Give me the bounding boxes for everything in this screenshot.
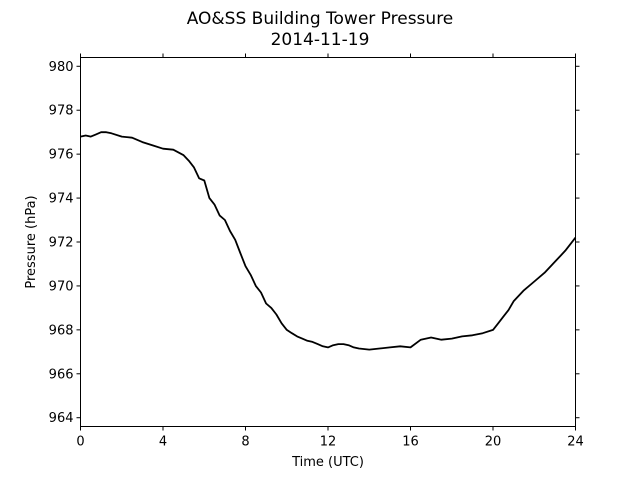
- y-tick-label: 968: [49, 323, 74, 338]
- y-tick-label: 976: [49, 148, 74, 163]
- x-tick-label: 8: [241, 435, 249, 450]
- x-axis-label: Time (UTC): [291, 455, 364, 470]
- plot-frame: [80, 57, 576, 427]
- series-line: [80, 131, 577, 351]
- x-tick-label: 20: [485, 435, 502, 450]
- y-tick-label: 974: [49, 192, 74, 207]
- x-tick-label: 0: [76, 435, 84, 450]
- y-tick-label: 972: [49, 236, 74, 251]
- y-tick-label: 964: [49, 411, 74, 426]
- x-tick-label: 16: [402, 435, 419, 450]
- y-axis-label: Pressure (hPa): [24, 195, 39, 288]
- axis-ticks: 0 4 8 12 16 20 24 964 966 968 970 972 974 976 978 980: [49, 53, 584, 450]
- y-tick-label: 966: [49, 367, 74, 382]
- chart-title: AO&SS Building Tower Pressure: [187, 9, 454, 29]
- chart-subtitle: 2014-11-19: [271, 30, 370, 50]
- y-tick-label: 970: [49, 279, 74, 294]
- y-tick-label: 980: [49, 60, 74, 75]
- x-tick-label: 24: [567, 435, 584, 450]
- x-tick-label: 4: [159, 435, 167, 450]
- plot-lines: [80, 131, 577, 351]
- y-tick-label: 978: [49, 104, 74, 119]
- x-tick-label: 12: [320, 435, 337, 450]
